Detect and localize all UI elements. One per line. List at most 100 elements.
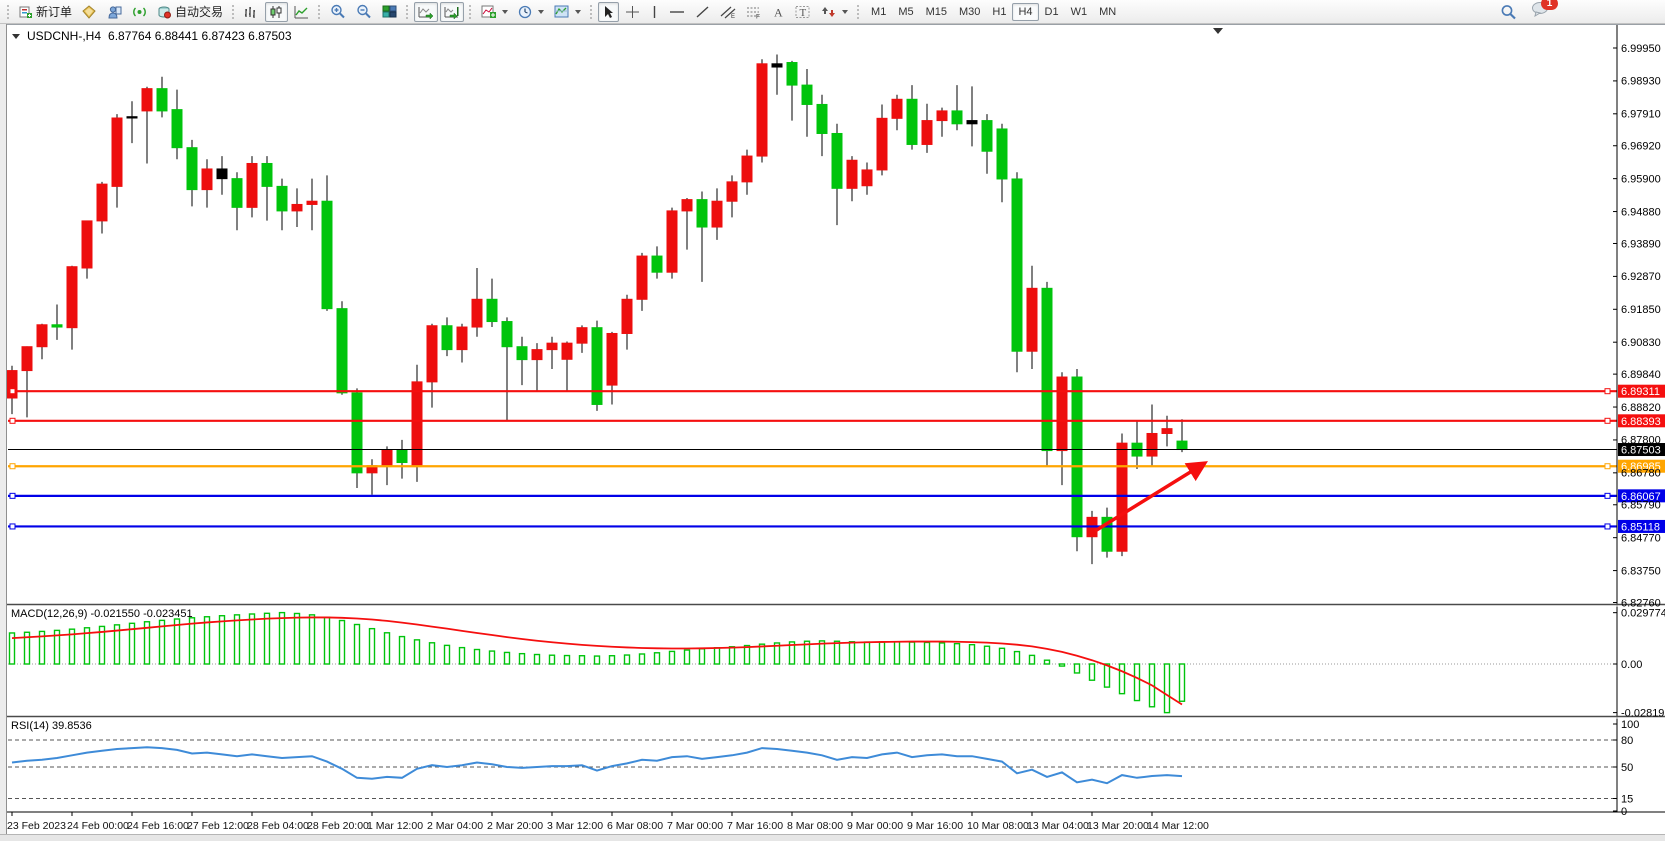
line-drag-handle[interactable]	[9, 463, 16, 470]
candlestick-mode-button[interactable]	[265, 1, 289, 22]
chart-shift-button[interactable]	[440, 1, 465, 22]
chart-shift-marker-icon[interactable]	[1213, 28, 1223, 34]
signals-button[interactable]	[128, 2, 151, 22]
macd-histogram-bar	[473, 648, 481, 665]
toolbar-grip	[405, 3, 411, 20]
market-profile-button[interactable]	[103, 2, 126, 22]
macd-histogram-bar	[728, 646, 736, 665]
candle-body	[381, 449, 393, 467]
periods-dropdown-icon[interactable]	[538, 9, 545, 14]
candle-body	[36, 324, 48, 348]
date-label: 2 Mar 20:00	[487, 820, 543, 832]
macd-histogram-bar	[758, 643, 766, 665]
timeframe-button-h4[interactable]: H4	[1012, 3, 1039, 21]
candle-body	[6, 370, 18, 399]
horizontal-line-tool-button[interactable]	[665, 2, 689, 22]
line-drag-handle[interactable]	[9, 523, 16, 530]
zoom-in-button[interactable]	[326, 2, 350, 22]
bar-chart-icon	[244, 5, 259, 19]
autotrading-button[interactable]: 自动交易	[153, 2, 227, 22]
candle-body	[111, 117, 123, 187]
date-label: 9 Mar 16:00	[907, 820, 963, 832]
line-chart-mode-button[interactable]	[290, 2, 313, 22]
line-drag-handle[interactable]	[9, 492, 16, 499]
macd-histogram-bar	[1118, 663, 1126, 695]
toolbar-grip	[231, 3, 237, 20]
timeframe-button-m30[interactable]: M30	[953, 3, 986, 21]
timeframe-button-m15[interactable]: M15	[920, 3, 953, 21]
text-tool-button[interactable]: A	[768, 2, 789, 22]
macd-histogram-bar	[803, 640, 811, 665]
zoom-in-icon	[330, 4, 346, 19]
date-label: 13 Mar 20:00	[1087, 820, 1149, 832]
zoom-out-button[interactable]	[352, 2, 376, 22]
tile-windows-button[interactable]	[378, 2, 401, 22]
timeframe-button-d1[interactable]: D1	[1039, 3, 1065, 21]
fibonacci-tool-button[interactable]: F	[742, 2, 766, 22]
indicators-button[interactable]	[477, 2, 512, 22]
price-line-label-box	[1618, 459, 1665, 473]
candle-body	[666, 210, 678, 273]
time-axis[interactable]	[8, 813, 1617, 834]
vertical-line-tool-button[interactable]	[646, 2, 663, 22]
macd-signal-line	[11, 616, 1183, 706]
macd-histogram-bar	[743, 644, 751, 665]
timeframe-button-h1[interactable]: H1	[986, 3, 1012, 21]
search-button[interactable]	[1496, 2, 1521, 22]
periods-button[interactable]	[514, 2, 548, 22]
auto-scroll-button[interactable]	[414, 1, 439, 22]
cursor-tool-button[interactable]	[598, 1, 620, 22]
autotrading-icon	[157, 5, 172, 19]
notification-badge: 1	[1541, 0, 1558, 10]
line-drag-handle[interactable]	[1604, 523, 1611, 530]
new-order-button[interactable]: 新订单	[15, 2, 76, 22]
price-axis[interactable]	[1617, 24, 1665, 812]
channel-tool-button[interactable]: E	[716, 2, 740, 22]
timeframe-group: M1 M5 M15 M30 H1 H4 D1 W1 MN	[865, 2, 1122, 21]
date-label: 28 Feb 20:00	[307, 820, 369, 832]
macd-histogram-bar	[878, 641, 886, 665]
clock-icon	[518, 5, 533, 19]
arrows-dropdown-icon[interactable]	[842, 9, 849, 14]
crosshair-tool-button[interactable]	[621, 2, 644, 22]
timeframe-button-m5[interactable]: M5	[892, 3, 919, 21]
text-label-tool-button[interactable]: T	[791, 2, 815, 22]
macd-histogram-bar	[53, 629, 61, 665]
bar-chart-mode-button[interactable]	[240, 2, 263, 22]
timeframe-button-m1[interactable]: M1	[865, 3, 892, 21]
macd-histogram-bar	[998, 647, 1006, 665]
macd-histogram-bar	[428, 642, 436, 665]
trend-arrow-annotation[interactable]	[1094, 461, 1208, 533]
svg-text:F: F	[756, 13, 760, 19]
price-tick-label: 6.86780	[1621, 468, 1661, 480]
macd-histogram-bar	[908, 641, 916, 665]
fibonacci-icon: F	[746, 5, 762, 19]
candle-body	[681, 199, 693, 212]
macd-histogram-bar	[968, 643, 976, 665]
templates-button[interactable]	[550, 2, 585, 22]
price-tick-label: 6.82760	[1621, 597, 1661, 609]
line-drag-handle[interactable]	[9, 417, 16, 424]
candle-body	[66, 266, 78, 329]
rsi-tick-label: 0	[1621, 806, 1627, 818]
indicators-dropdown-icon[interactable]	[502, 9, 509, 14]
timeframe-button-mn[interactable]: MN	[1093, 3, 1122, 21]
chart-wizard-button[interactable]	[78, 2, 101, 22]
candle-body	[696, 199, 708, 228]
line-drag-handle[interactable]	[1604, 492, 1611, 499]
arrows-tool-button[interactable]	[817, 2, 852, 22]
trendline-tool-button[interactable]	[691, 2, 714, 22]
line-drag-handle[interactable]	[1604, 417, 1611, 424]
auto-scroll-icon	[418, 5, 434, 19]
one-click-panel-toggle-icon[interactable]	[12, 33, 20, 39]
timeframe-button-w1[interactable]: W1	[1065, 3, 1094, 21]
line-drag-handle[interactable]	[1604, 463, 1611, 470]
templates-dropdown-icon[interactable]	[575, 9, 582, 14]
line-chart-icon	[294, 5, 309, 19]
indicators-icon	[481, 4, 497, 19]
chat-button[interactable]: 1	[1531, 0, 1558, 22]
line-drag-handle[interactable]	[9, 388, 16, 395]
line-drag-handle[interactable]	[1604, 388, 1611, 395]
price-tick-label: 6.96920	[1621, 141, 1661, 153]
